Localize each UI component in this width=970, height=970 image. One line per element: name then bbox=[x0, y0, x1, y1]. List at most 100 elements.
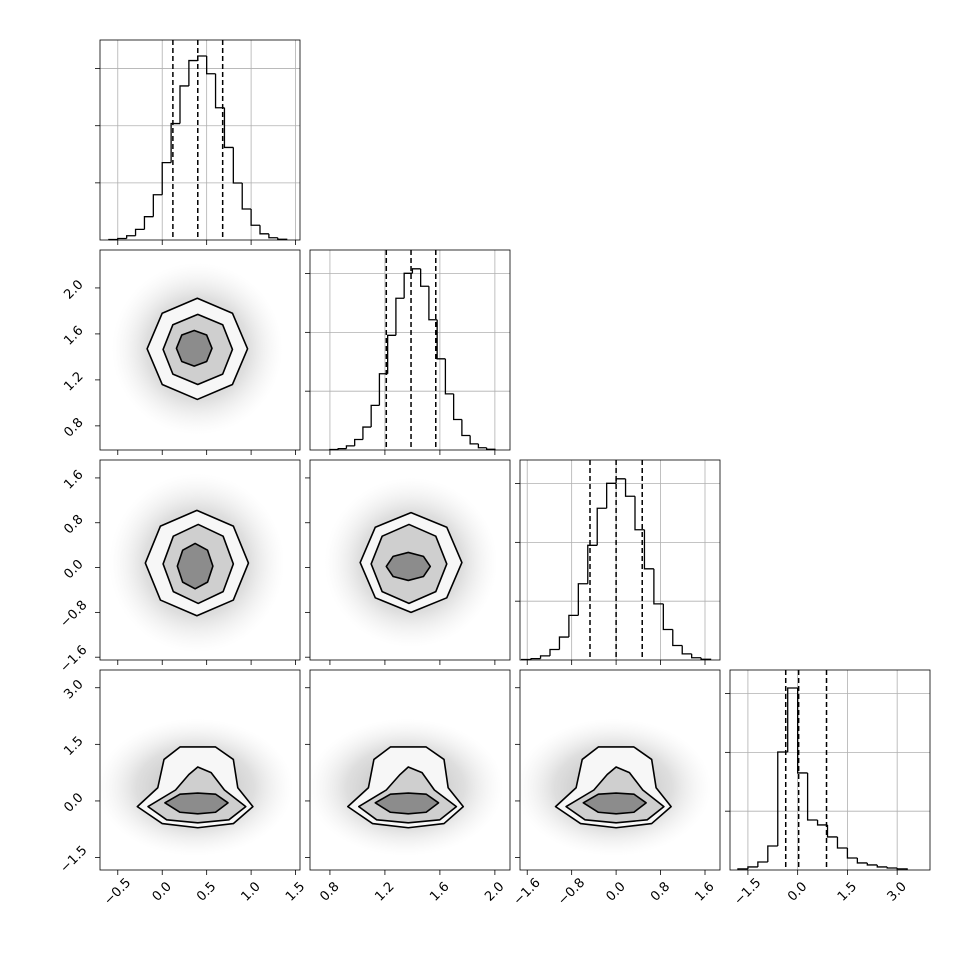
panel-content bbox=[100, 718, 294, 856]
hist-step bbox=[469, 435, 479, 445]
panel-frame bbox=[99, 39, 301, 241]
hist-step bbox=[866, 862, 878, 866]
x-tick-label: −1.5 bbox=[731, 876, 764, 909]
panel-content bbox=[109, 473, 285, 653]
hist-step bbox=[662, 603, 673, 631]
hist-step bbox=[428, 286, 438, 321]
hist-step bbox=[806, 772, 818, 821]
hist-step bbox=[587, 544, 598, 584]
panel-content bbox=[520, 718, 712, 856]
contour bbox=[175, 329, 213, 367]
hist-step bbox=[886, 866, 898, 869]
y-tick-label: −0.8 bbox=[58, 598, 91, 631]
x-tick-label: 0.0 bbox=[603, 879, 628, 904]
hist-step bbox=[596, 507, 607, 546]
hist-step bbox=[452, 393, 462, 421]
hist-step bbox=[117, 237, 127, 240]
hist-step bbox=[214, 73, 225, 109]
y-tick-label: 1.6 bbox=[61, 323, 86, 348]
hist-step bbox=[395, 297, 405, 336]
contour bbox=[176, 542, 214, 590]
x-tick-label: 0.0 bbox=[150, 879, 175, 904]
contour bbox=[385, 551, 432, 582]
x-tick-label: −0.5 bbox=[101, 876, 134, 909]
y-tick-label: 0.0 bbox=[61, 790, 86, 815]
contour bbox=[164, 792, 229, 815]
hist-step bbox=[757, 861, 768, 867]
y-tick-label: 0.8 bbox=[61, 512, 86, 537]
hist-step bbox=[223, 107, 234, 149]
y-tick-label: 2.0 bbox=[61, 277, 86, 302]
hist-step bbox=[568, 614, 579, 638]
x-tick-label: 1.5 bbox=[283, 879, 308, 904]
hist-step bbox=[836, 836, 848, 849]
panel-frame bbox=[99, 249, 301, 451]
y-tick-label: −1.5 bbox=[58, 843, 91, 876]
hist-step bbox=[787, 687, 798, 752]
y-tick-label: 1.2 bbox=[61, 369, 86, 394]
hist-step bbox=[876, 864, 888, 868]
hist-step bbox=[188, 59, 198, 86]
hist-step bbox=[634, 496, 645, 531]
hist-step bbox=[370, 404, 380, 428]
x-tick-label: −1.6 bbox=[511, 876, 544, 909]
hist-step bbox=[643, 529, 654, 570]
hist-step bbox=[558, 636, 569, 650]
hist-step bbox=[126, 235, 136, 239]
x-tick-label: 1.2 bbox=[372, 879, 397, 904]
hist-step bbox=[826, 824, 838, 838]
x-tick-label: 1.6 bbox=[692, 879, 717, 904]
hist-step bbox=[362, 426, 372, 440]
panel-content bbox=[111, 262, 283, 435]
panel-frame bbox=[519, 459, 721, 661]
hist-step bbox=[354, 438, 363, 446]
hist-step bbox=[179, 85, 189, 124]
hist-step bbox=[411, 268, 421, 274]
hist-step bbox=[268, 233, 278, 239]
hist-step bbox=[170, 122, 180, 163]
x-tick-label: 2.0 bbox=[482, 879, 507, 904]
hist-step bbox=[672, 629, 683, 647]
hist-step bbox=[856, 858, 868, 864]
hist-step bbox=[206, 56, 216, 75]
panel-frame bbox=[729, 669, 931, 871]
hist-step bbox=[846, 848, 858, 859]
x-tick-label: 1.0 bbox=[238, 879, 263, 904]
hist-step bbox=[134, 228, 145, 236]
y-tick-label: −1.6 bbox=[58, 643, 91, 676]
contour bbox=[374, 792, 440, 815]
hist-step bbox=[161, 161, 172, 195]
hist-step bbox=[259, 225, 269, 235]
hist-step bbox=[681, 645, 692, 655]
hist-step bbox=[539, 655, 550, 659]
panel-frame bbox=[309, 669, 511, 871]
hist-step bbox=[691, 653, 702, 659]
panel-frame bbox=[99, 669, 301, 871]
hist-step bbox=[577, 583, 588, 616]
y-tick-label: 0.8 bbox=[61, 415, 86, 440]
hist-step bbox=[403, 272, 413, 299]
hist-step bbox=[624, 478, 635, 497]
hist-step bbox=[420, 268, 429, 287]
hist-step bbox=[797, 688, 808, 774]
x-tick-label: −0.8 bbox=[555, 876, 588, 909]
hist-step bbox=[444, 358, 454, 395]
x-tick-label: 0.0 bbox=[785, 879, 810, 904]
y-tick-label: 1.6 bbox=[61, 467, 86, 492]
x-tick-label: 0.8 bbox=[648, 879, 673, 904]
hist-step bbox=[387, 334, 396, 374]
hist-step bbox=[896, 868, 908, 870]
y-tick-label: 3.0 bbox=[61, 677, 86, 702]
hist-step bbox=[152, 194, 163, 217]
y-tick-label: 0.0 bbox=[61, 557, 86, 582]
hist-step bbox=[241, 182, 252, 210]
panel-frame bbox=[519, 669, 721, 871]
panel-frame bbox=[309, 459, 511, 661]
hist-step bbox=[461, 419, 471, 437]
hist-step bbox=[615, 478, 626, 484]
hist-step bbox=[232, 147, 243, 184]
hist-step bbox=[767, 845, 778, 862]
y-tick-label: 1.5 bbox=[61, 734, 86, 759]
hist-step bbox=[378, 373, 388, 406]
